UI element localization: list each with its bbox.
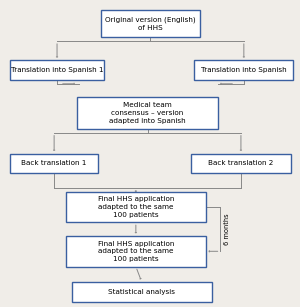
Text: Original version (English)
of HHS: Original version (English) of HHS: [105, 17, 196, 31]
Text: Back translation 1: Back translation 1: [21, 161, 87, 166]
FancyBboxPatch shape: [10, 60, 104, 80]
FancyBboxPatch shape: [66, 192, 206, 222]
Text: Back translation 2: Back translation 2: [208, 161, 274, 166]
FancyBboxPatch shape: [72, 282, 212, 302]
Text: Translation into Spanish: Translation into Spanish: [201, 67, 287, 73]
FancyBboxPatch shape: [66, 236, 206, 266]
FancyBboxPatch shape: [191, 154, 290, 173]
Text: Final HHS application
adapted to the same
100 patients: Final HHS application adapted to the sam…: [98, 241, 174, 262]
FancyBboxPatch shape: [77, 97, 218, 129]
FancyBboxPatch shape: [101, 10, 200, 37]
Text: 6 months: 6 months: [224, 213, 230, 245]
FancyBboxPatch shape: [10, 154, 98, 173]
Text: Statistical analysis: Statistical analysis: [108, 289, 175, 295]
Text: Medical team
consensus – version
adapted into Spanish: Medical team consensus – version adapted…: [109, 102, 186, 124]
Text: Final HHS application
adapted to the same
100 patients: Final HHS application adapted to the sam…: [98, 196, 174, 218]
Text: Translation into Spanish 1: Translation into Spanish 1: [11, 67, 103, 73]
FancyBboxPatch shape: [194, 60, 293, 80]
